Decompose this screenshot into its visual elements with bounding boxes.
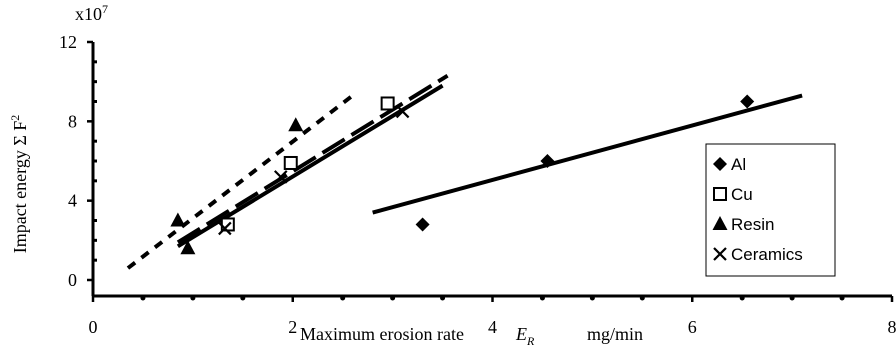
axes [87, 40, 894, 302]
trendline-al [372, 93, 803, 215]
point-resin [288, 117, 304, 132]
x-tick-label: 4 [488, 317, 497, 337]
x-minor-tick [739, 295, 745, 301]
point-al [540, 154, 555, 168]
x-minor-tick [190, 295, 196, 301]
x-minor-tick [789, 295, 795, 301]
legend-label-al: Al [731, 155, 746, 174]
legend-label-resin: Resin [731, 215, 774, 234]
y-multiplier-label: x107 [75, 2, 108, 24]
x-tick-label: 2 [288, 317, 297, 337]
y-tick-label: 0 [68, 270, 77, 290]
point-al [415, 217, 430, 232]
y-tick-label: 12 [59, 32, 77, 52]
y-axis-title: Impact energy Σ F2 [8, 115, 30, 254]
point-resin [170, 212, 186, 227]
x-minor-tick [639, 295, 645, 301]
data-points [170, 94, 755, 255]
x-minor-tick [390, 295, 396, 301]
legend-marker-ceramics [713, 247, 727, 261]
point-ceramics [395, 104, 410, 119]
trendline-cu [176, 74, 449, 245]
x-minor-tick [140, 295, 146, 301]
x-minor-tick [440, 295, 446, 301]
legend-label-cu: Cu [731, 185, 753, 204]
y-tick-label: 4 [68, 191, 77, 211]
legend-box [705, 143, 836, 277]
point-ceramics [273, 170, 288, 184]
x-minor-tick [589, 295, 595, 301]
x-minor-tick [340, 295, 346, 301]
legend-label-ceramics: Ceramics [731, 245, 803, 264]
legend-marker-resin [712, 216, 728, 230]
x-minor-tick [539, 295, 545, 301]
x-axis-title: Maximum erosion rate ER mg/min [300, 324, 643, 348]
x-tick-label: 8 [888, 317, 896, 337]
x-tick-label: 6 [688, 317, 697, 337]
legend-marker-al [713, 157, 727, 171]
point-resin [180, 240, 196, 255]
trend-lines [126, 74, 803, 270]
x-minor-tick [240, 295, 246, 301]
legend-marker-cu [713, 187, 727, 201]
x-tick-label: 0 [89, 317, 98, 337]
point-ceramics [218, 221, 232, 236]
x-minor-tick [839, 295, 845, 301]
axis-labels: 0 4 8 12 0 2 4 6 8 x107 Impact energy Σ F2 Maximum … [8, 2, 896, 348]
point-al [740, 94, 755, 109]
point-cu [283, 155, 298, 170]
trendline-resin [126, 93, 354, 270]
legend: Al Cu Resin Ceramics [705, 143, 836, 277]
y-tick-label: 8 [68, 111, 77, 131]
point-cu [380, 96, 395, 111]
